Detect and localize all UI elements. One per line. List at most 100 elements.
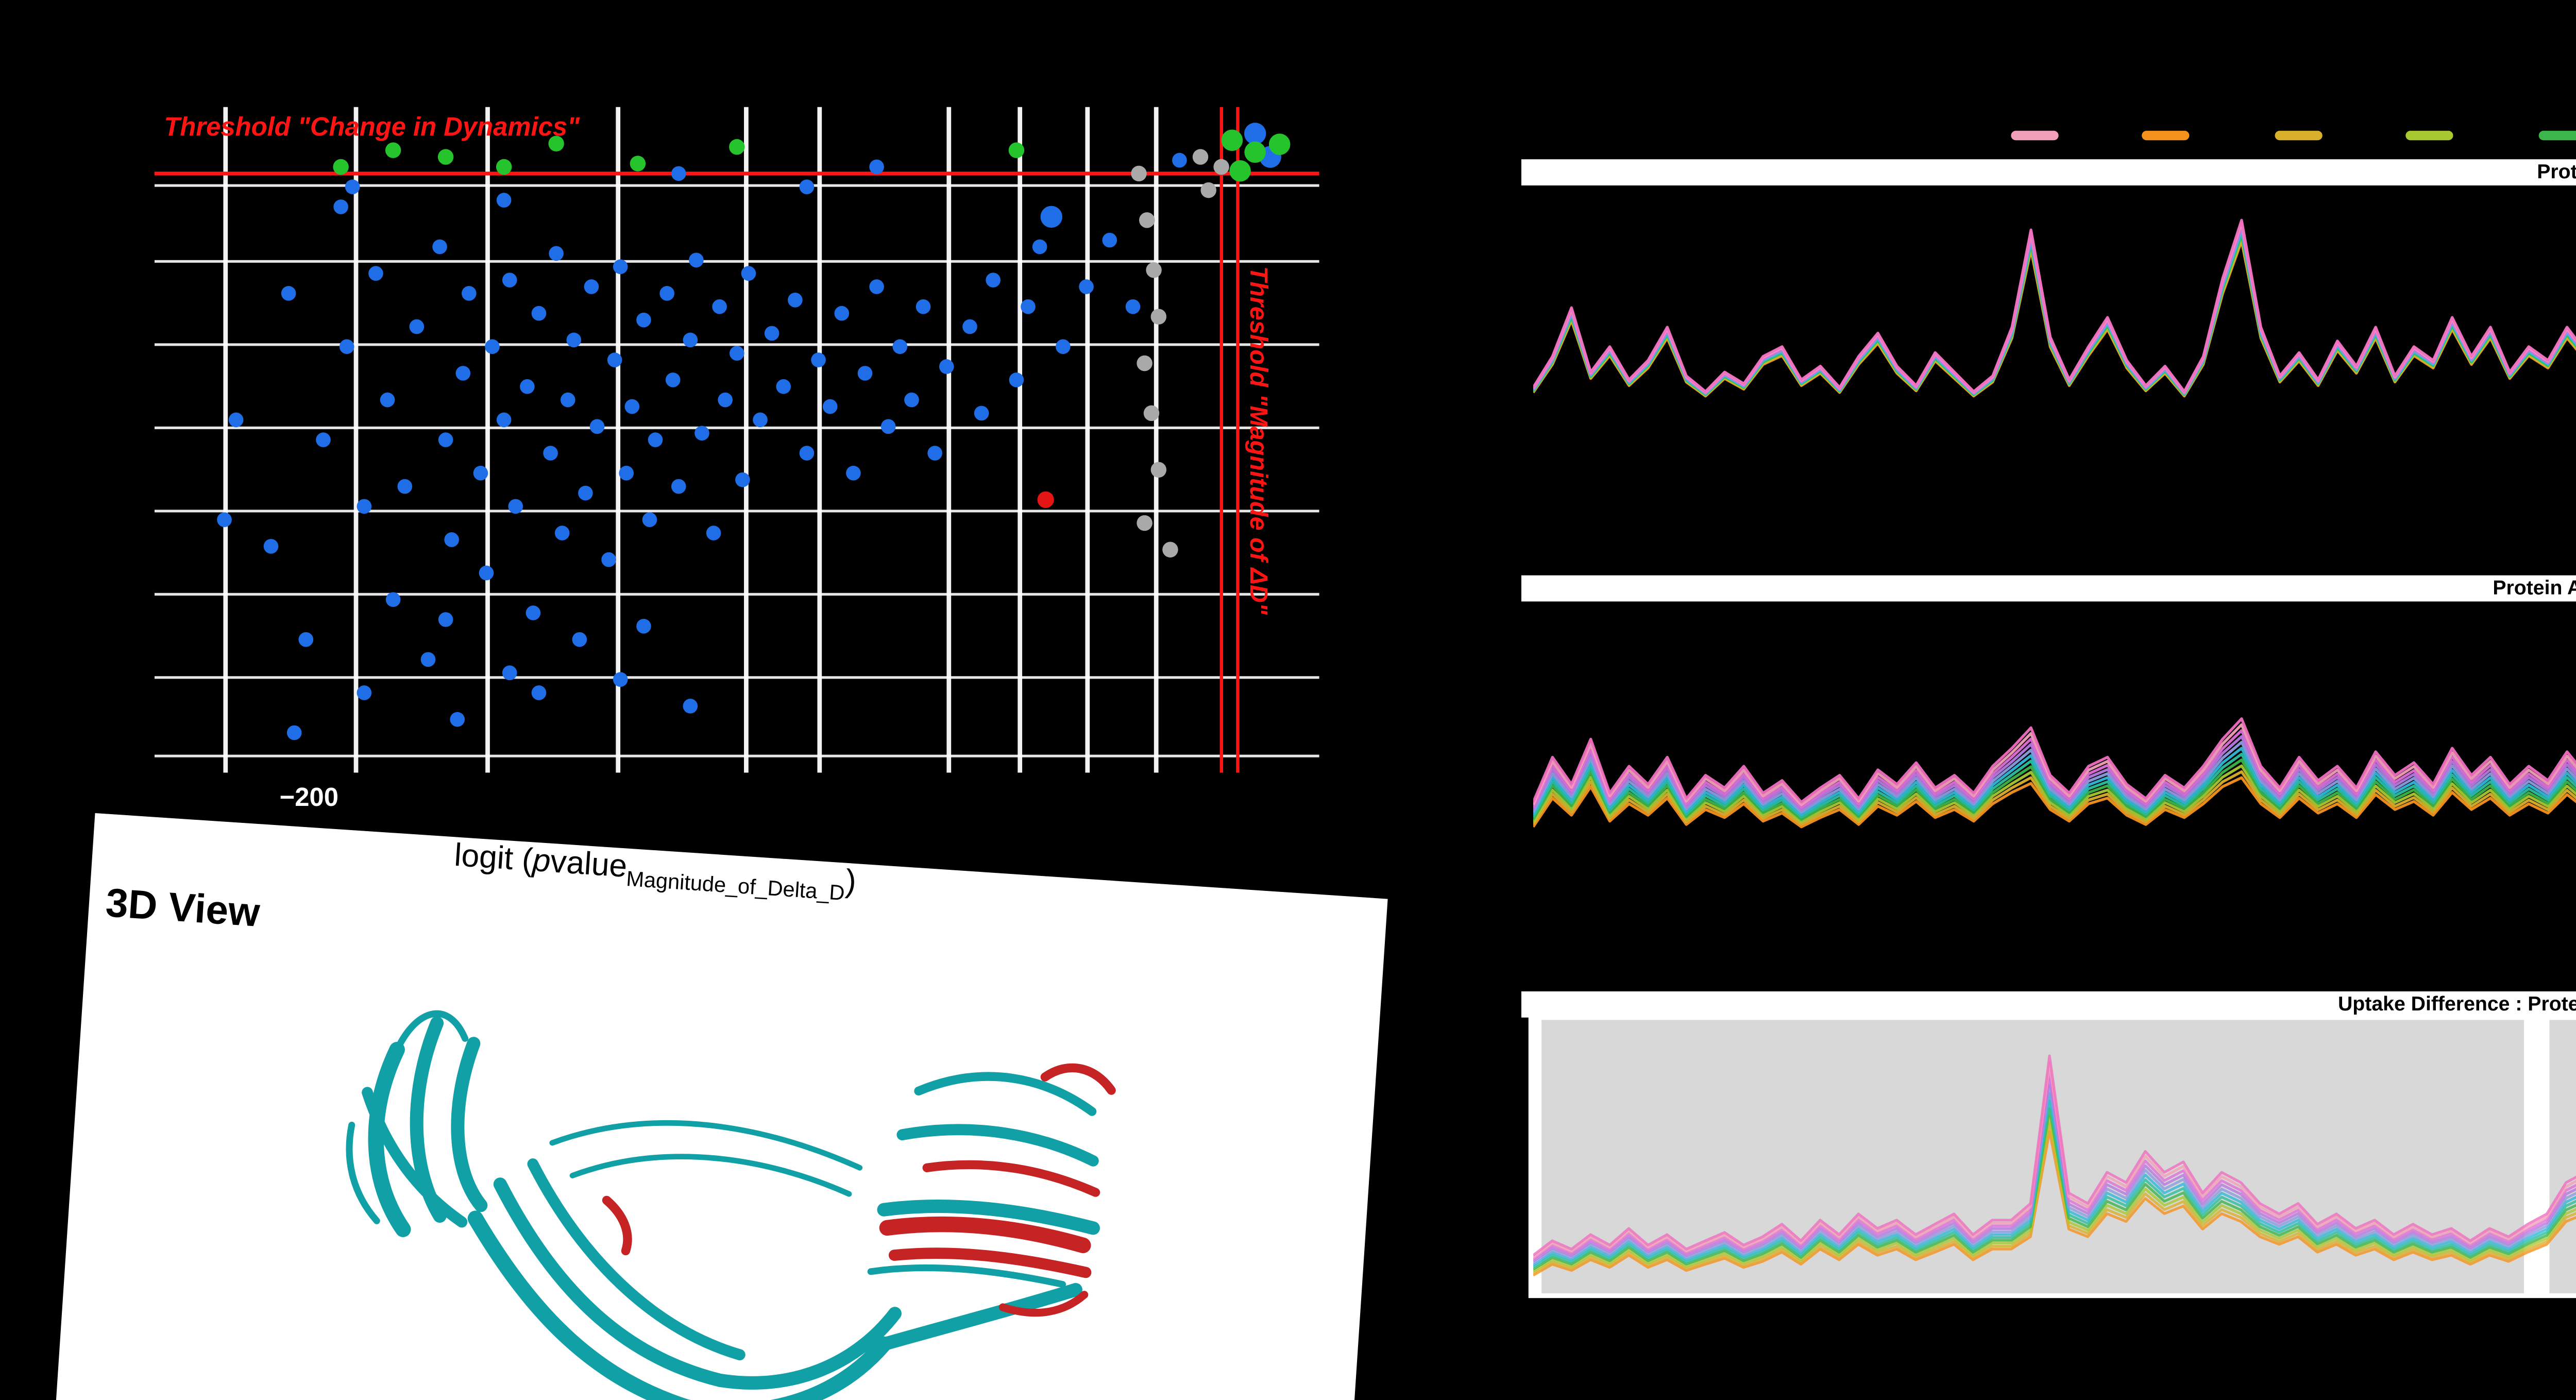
blue-points[interactable] bbox=[1125, 299, 1141, 314]
blue-points[interactable] bbox=[286, 725, 302, 740]
blue-points[interactable] bbox=[473, 465, 488, 481]
blue-points[interactable] bbox=[764, 326, 779, 341]
blue-points[interactable] bbox=[462, 286, 477, 301]
blue-points[interactable] bbox=[730, 346, 744, 361]
blue-points[interactable] bbox=[974, 406, 989, 421]
blue-points[interactable] bbox=[671, 166, 686, 181]
gray-points[interactable] bbox=[1131, 165, 1147, 182]
blue-points[interactable] bbox=[904, 392, 919, 408]
blue-points[interactable] bbox=[689, 252, 704, 268]
blue-points[interactable] bbox=[986, 273, 1001, 288]
blue-points[interactable] bbox=[450, 712, 465, 727]
blue-points[interactable] bbox=[834, 306, 850, 321]
blue-points[interactable] bbox=[811, 352, 826, 367]
blue-points[interactable] bbox=[333, 199, 348, 214]
selection-region[interactable] bbox=[2549, 1020, 2576, 1293]
red-points[interactable] bbox=[1037, 491, 1054, 508]
blue-points[interactable] bbox=[502, 665, 517, 681]
volcano-plot[interactable] bbox=[154, 107, 1319, 773]
blue-points[interactable] bbox=[613, 259, 628, 274]
blue-points[interactable] bbox=[357, 499, 372, 514]
blue-points[interactable] bbox=[607, 352, 622, 367]
gray-points[interactable] bbox=[1192, 149, 1209, 165]
blue-points[interactable] bbox=[298, 632, 314, 647]
blue-points[interactable] bbox=[455, 366, 471, 381]
blue-points[interactable] bbox=[613, 672, 628, 687]
blue-points[interactable] bbox=[531, 306, 547, 321]
blue-points[interactable] bbox=[549, 246, 564, 261]
blue-points[interactable] bbox=[962, 319, 977, 334]
blue-points[interactable] bbox=[1172, 153, 1187, 168]
gray-points[interactable] bbox=[1137, 515, 1153, 531]
green-points[interactable] bbox=[548, 136, 564, 151]
blue-points[interactable] bbox=[1056, 339, 1071, 355]
blue-points[interactable] bbox=[712, 299, 727, 314]
blue-points[interactable] bbox=[892, 339, 908, 355]
green-points[interactable] bbox=[385, 142, 401, 158]
blue-points-large[interactable] bbox=[1244, 123, 1266, 145]
blue-points[interactable] bbox=[735, 472, 750, 487]
blue-points[interactable] bbox=[869, 159, 884, 175]
blue-points[interactable] bbox=[479, 565, 494, 581]
blue-points[interactable] bbox=[1079, 279, 1094, 294]
green-points[interactable] bbox=[1008, 142, 1025, 158]
blue-points[interactable] bbox=[1032, 239, 1047, 255]
blue-points[interactable] bbox=[397, 479, 413, 494]
blue-points[interactable] bbox=[601, 552, 616, 567]
blue-points[interactable] bbox=[1102, 232, 1117, 248]
uptake-difference-chart[interactable] bbox=[1533, 1020, 2576, 1293]
blue-points[interactable] bbox=[281, 286, 296, 301]
blue-points[interactable] bbox=[636, 312, 651, 328]
blue-points[interactable] bbox=[741, 266, 756, 281]
blue-points[interactable] bbox=[916, 299, 931, 314]
blue-points[interactable] bbox=[420, 652, 436, 667]
green-points[interactable] bbox=[496, 159, 512, 175]
blue-points[interactable] bbox=[880, 419, 896, 434]
blue-points[interactable] bbox=[345, 179, 360, 194]
blue-points[interactable] bbox=[642, 512, 657, 527]
gray-points[interactable] bbox=[1213, 159, 1229, 175]
protein-structure-3d-view[interactable] bbox=[198, 946, 1166, 1400]
blue-points[interactable] bbox=[683, 332, 698, 348]
blue-points[interactable] bbox=[788, 292, 803, 308]
blue-points[interactable] bbox=[857, 366, 873, 381]
blue-points[interactable] bbox=[869, 279, 884, 294]
blue-points[interactable] bbox=[578, 485, 593, 501]
blue-points[interactable] bbox=[508, 499, 523, 514]
blue-points[interactable] bbox=[636, 618, 651, 634]
green-points-large[interactable] bbox=[1229, 160, 1251, 182]
green-points[interactable] bbox=[630, 156, 646, 172]
gray-points[interactable] bbox=[1139, 212, 1155, 228]
blue-points[interactable] bbox=[1021, 299, 1036, 314]
green-points[interactable] bbox=[437, 149, 454, 165]
blue-points[interactable] bbox=[357, 685, 372, 700]
blue-points[interactable] bbox=[368, 266, 383, 281]
blue-points[interactable] bbox=[502, 273, 517, 288]
green-points[interactable] bbox=[729, 139, 745, 155]
blue-points[interactable] bbox=[822, 399, 838, 414]
blue-points[interactable] bbox=[316, 432, 331, 447]
blue-points[interactable] bbox=[263, 538, 279, 554]
blue-points[interactable] bbox=[799, 179, 815, 194]
gray-points[interactable] bbox=[1143, 405, 1160, 421]
blue-points[interactable] bbox=[927, 446, 942, 461]
gray-points[interactable] bbox=[1200, 182, 1216, 198]
blue-points[interactable] bbox=[554, 526, 570, 541]
blue-points[interactable] bbox=[665, 372, 681, 387]
blue-points[interactable] bbox=[438, 432, 453, 447]
blue-points[interactable] bbox=[799, 446, 815, 461]
legend-swatch[interactable] bbox=[2274, 130, 2322, 141]
blue-points[interactable] bbox=[846, 465, 861, 481]
blue-points[interactable] bbox=[496, 412, 512, 428]
blue-points[interactable] bbox=[380, 392, 395, 408]
blue-points[interactable] bbox=[671, 479, 686, 494]
blue-points[interactable] bbox=[589, 419, 605, 434]
blue-points[interactable] bbox=[228, 412, 244, 428]
uptake-chart-protein-a-ligand[interactable] bbox=[1533, 604, 2576, 980]
uptake-chart-protein-a[interactable] bbox=[1533, 188, 2576, 559]
blue-points[interactable] bbox=[409, 319, 425, 334]
blue-points[interactable] bbox=[444, 532, 459, 547]
blue-points[interactable] bbox=[485, 339, 500, 355]
gray-points[interactable] bbox=[1146, 262, 1162, 278]
gray-points[interactable] bbox=[1150, 462, 1167, 478]
